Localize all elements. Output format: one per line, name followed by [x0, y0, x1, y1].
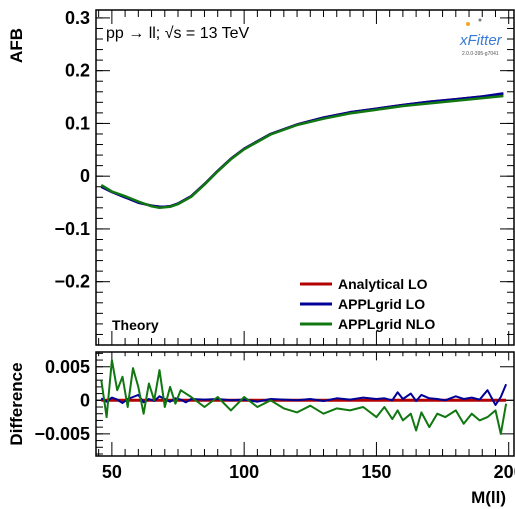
- y-axis-title-top: AFB: [7, 28, 26, 63]
- top-series-applgrid-nlo: [100, 94, 504, 210]
- xfitter-logo: xFitter 2.0.0-395-g7041: [459, 18, 503, 57]
- process-label: pp → ll; √s = 13 TeV: [106, 25, 250, 42]
- x-tick-label: 200: [494, 462, 515, 482]
- top-y-tick-label: 0.2: [65, 61, 90, 81]
- top-y-tick-label: 0.3: [65, 8, 90, 28]
- bottom-series-applgrid-lo: [100, 383, 508, 406]
- top-series-applgrid-lo: [100, 92, 504, 209]
- bottom-y-tick-label: −0.005: [34, 424, 90, 444]
- x-tick-label: 150: [361, 462, 391, 482]
- bottom-panel-frame: [95, 351, 515, 457]
- legend: Analytical LO APPLgrid LO APPLgrid NLO: [300, 276, 435, 332]
- y-axis-title-bottom: Difference: [7, 362, 26, 445]
- legend-label-applgrid-nlo: APPLgrid NLO: [338, 316, 435, 332]
- x-tick-label: 50: [102, 462, 122, 482]
- top-y-tick-label: 0: [80, 166, 90, 186]
- series-layer: [100, 92, 508, 435]
- bottom-y-tick-label: 0: [80, 390, 90, 410]
- bottom-y-tick-label: 0.005: [45, 357, 90, 377]
- bottom-series-applgrid-nlo: [100, 359, 508, 435]
- top-series-analytical-lo: [100, 92, 504, 209]
- legend-label-analytical-lo: Analytical LO: [338, 276, 428, 292]
- theory-label: Theory: [112, 317, 159, 333]
- top-y-tick-label: −0.2: [54, 272, 90, 292]
- x-axis-title: M(ll): [471, 488, 506, 507]
- logo-star-icon: [466, 22, 470, 26]
- top-y-tick-label: −0.1: [54, 219, 90, 239]
- top-y-tick-label: 0.1: [65, 113, 90, 133]
- top-panel-frame: [95, 9, 515, 346]
- logo-name: xFitter: [459, 32, 503, 49]
- logo-version: 2.0.0-395-g7041: [462, 51, 499, 57]
- x-tick-label: 100: [229, 462, 259, 482]
- logo-dot-icon: [478, 18, 482, 22]
- legend-label-applgrid-lo: APPLgrid LO: [338, 296, 425, 312]
